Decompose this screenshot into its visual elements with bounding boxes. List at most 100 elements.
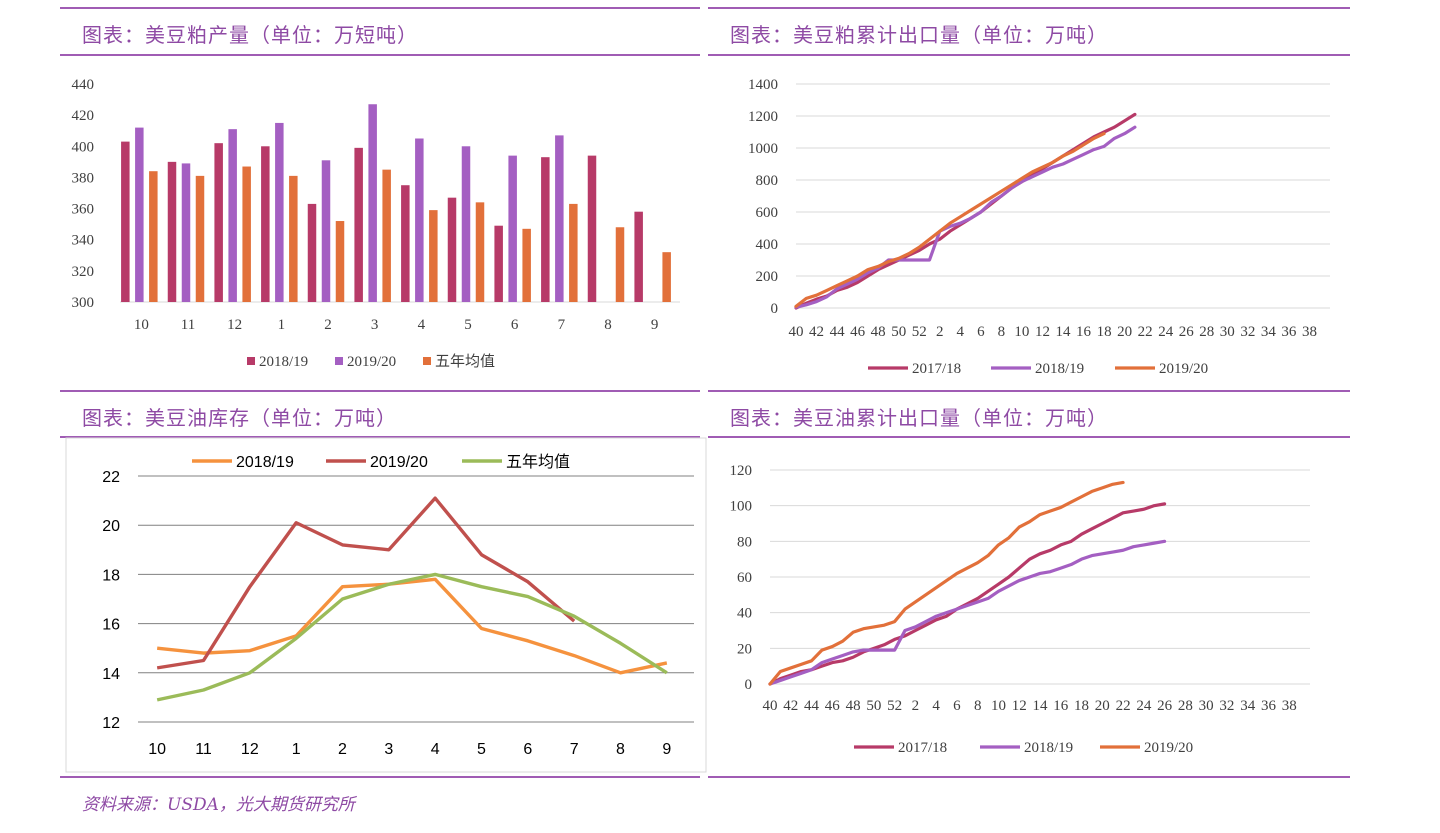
legend-label: 2017/18 — [898, 740, 947, 756]
legend-label: 2018/19 — [236, 454, 294, 471]
x-tick-label: 30 — [1199, 698, 1214, 714]
legend-label: 2018/19 — [1035, 361, 1084, 377]
bar-2019/20 — [275, 122, 284, 302]
bar-2018/19 — [401, 185, 410, 302]
x-tick-label: 4 — [957, 324, 965, 340]
x-tick-label: 24 — [1136, 698, 1152, 714]
x-tick-label: 7 — [558, 317, 566, 333]
y-tick-label: 440 — [72, 77, 95, 93]
x-tick-label: 10 — [1014, 324, 1029, 340]
y-tick-label: 1200 — [748, 109, 778, 125]
legend-label: 2018/19 — [259, 354, 308, 370]
x-tick-label: 11 — [181, 317, 195, 333]
y-tick-label: 12 — [102, 715, 120, 732]
x-tick-label: 8 — [998, 324, 1006, 340]
bar-2018/19 — [121, 141, 130, 302]
bar-2018/19 — [214, 143, 223, 302]
bar-2019/20 — [228, 129, 237, 302]
y-tick-label: 120 — [730, 463, 753, 479]
legend-label: 2019/20 — [1159, 361, 1208, 377]
bar-五年均值 — [382, 169, 391, 302]
x-tick-label: 12 — [227, 317, 242, 333]
y-tick-label: 1400 — [748, 77, 778, 93]
x-tick-label: 32 — [1219, 698, 1234, 714]
bar-五年均值 — [522, 228, 531, 302]
x-tick-label: 20 — [1095, 698, 1110, 714]
chart-border — [65, 437, 707, 773]
bar-五年均值 — [662, 252, 671, 302]
bar-2018/19 — [541, 157, 550, 302]
legend-label: 2018/19 — [1024, 740, 1073, 756]
legend-swatch — [247, 357, 255, 365]
x-tick-label: 2 — [936, 324, 944, 340]
bar-2018/19 — [494, 225, 503, 302]
x-tick-label: 20 — [1117, 324, 1132, 340]
y-tick-label: 16 — [102, 617, 120, 634]
x-tick-label: 6 — [511, 317, 519, 333]
x-tick-label: 28 — [1178, 698, 1193, 714]
x-tick-label: 22 — [1116, 698, 1131, 714]
x-tick-label: 4 — [932, 698, 940, 714]
x-tick-label: 4 — [418, 317, 426, 333]
bar-五年均值 — [475, 202, 485, 302]
x-tick-label: 52 — [912, 324, 927, 340]
x-tick-label: 3 — [371, 317, 379, 333]
panel-title-oil-exports: 图表：美豆油累计出口量（单位：万吨） — [730, 406, 1108, 430]
y-tick-label: 360 — [72, 202, 95, 218]
x-tick-label: 18 — [1074, 698, 1089, 714]
bar-五年均值 — [242, 166, 251, 302]
x-tick-label: 14 — [1033, 698, 1049, 714]
x-tick-label: 32 — [1240, 324, 1255, 340]
y-tick-label: 20 — [737, 641, 752, 657]
source-note: 资料来源：USDA，光大期货研究所 — [82, 795, 355, 815]
x-tick-label: 50 — [866, 698, 881, 714]
bar-2019/20 — [461, 146, 471, 302]
x-tick-label: 46 — [850, 324, 866, 340]
x-tick-label: 16 — [1076, 324, 1092, 340]
x-tick-label: 40 — [763, 698, 778, 714]
x-tick-label: 6 — [953, 698, 961, 714]
legend-label: 2019/20 — [347, 354, 396, 370]
x-tick-label: 40 — [789, 324, 804, 340]
series-line-2018/19 — [794, 125, 1137, 309]
bar-2018/19 — [167, 161, 177, 302]
y-tick-label: 800 — [756, 173, 779, 189]
x-tick-label: 8 — [974, 698, 982, 714]
legend-label: 五年均值 — [435, 353, 495, 370]
x-tick-label: 46 — [825, 698, 841, 714]
bar-2019/20 — [508, 155, 517, 302]
rule-mid-left — [60, 390, 700, 392]
x-tick-label: 38 — [1282, 698, 1297, 714]
bar-2019/20 — [181, 163, 191, 302]
bar-2018/19 — [587, 155, 597, 302]
x-tick-label: 8 — [604, 317, 612, 333]
x-tick-label: 36 — [1261, 698, 1277, 714]
x-tick-label: 50 — [891, 324, 906, 340]
legend-swatch — [335, 357, 343, 365]
y-tick-label: 1000 — [748, 141, 778, 157]
series-line-2019/20 — [156, 496, 576, 670]
y-tick-label: 18 — [102, 567, 120, 584]
bar-五年均值 — [429, 210, 438, 302]
x-tick-label: 2 — [912, 698, 920, 714]
y-tick-label: 200 — [756, 269, 779, 285]
rule-mid-right — [708, 390, 1350, 392]
bar-2018/19 — [634, 211, 643, 302]
x-tick-label: 16 — [1053, 698, 1069, 714]
y-tick-label: 0 — [771, 301, 779, 317]
bar-2018/19 — [354, 147, 363, 302]
x-tick-label: 42 — [783, 698, 798, 714]
bar-2018/19 — [307, 203, 317, 302]
series-line-2019/20 — [794, 131, 1106, 308]
rule-title1-under — [60, 54, 700, 56]
y-tick-label: 400 — [72, 139, 95, 155]
x-tick-label: 11 — [195, 741, 212, 758]
x-tick-label: 2 — [324, 317, 332, 333]
y-tick-label: 320 — [72, 264, 95, 280]
x-tick-label: 10 — [134, 317, 149, 333]
x-tick-label: 36 — [1281, 324, 1297, 340]
rule-title2-under — [708, 54, 1350, 56]
